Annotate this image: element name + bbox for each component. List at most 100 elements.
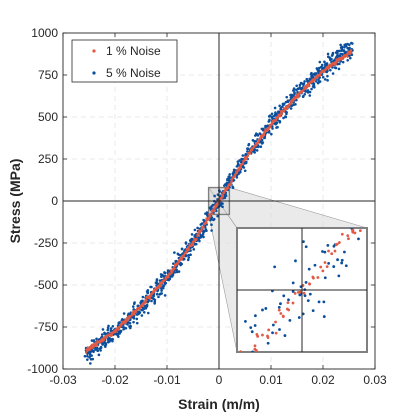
- inset-data-point: [291, 281, 295, 285]
- data-point: [315, 67, 319, 70]
- data-point: [320, 63, 324, 67]
- data-point: [326, 79, 329, 82]
- data-point: [110, 337, 114, 341]
- data-point: [104, 345, 107, 348]
- inset-data-point: [279, 302, 282, 306]
- data-point: [95, 346, 99, 350]
- y-tick-label: -500: [34, 278, 58, 292]
- data-point: [292, 100, 295, 103]
- data-point: [326, 69, 329, 73]
- data-point: [158, 279, 162, 282]
- data-point: [224, 193, 227, 196]
- inset-data-point: [266, 336, 270, 339]
- data-point: [326, 52, 330, 56]
- series-1pct-noise: [84, 49, 353, 354]
- inset-data-point: [346, 234, 350, 238]
- inset-data-point: [351, 228, 355, 232]
- data-point: [92, 339, 96, 342]
- data-point: [161, 286, 165, 290]
- inset-data-point: [340, 261, 344, 265]
- data-point: [196, 226, 199, 230]
- data-point: [88, 348, 92, 351]
- data-point: [202, 226, 205, 229]
- data-point: [326, 74, 329, 78]
- data-point: [312, 82, 316, 86]
- data-point: [228, 183, 231, 186]
- data-point: [246, 147, 249, 151]
- data-point: [339, 43, 342, 47]
- inset-data-point: [244, 319, 247, 323]
- data-point: [246, 154, 250, 157]
- x-tick-label: -0.02: [101, 373, 129, 387]
- inset-data-point: [317, 300, 321, 304]
- data-point: [157, 295, 160, 299]
- data-point: [228, 173, 232, 176]
- data-point: [155, 292, 159, 296]
- data-point: [180, 262, 183, 266]
- data-point: [321, 75, 325, 79]
- data-point: [141, 295, 145, 299]
- data-point: [146, 291, 150, 295]
- data-point: [340, 45, 344, 49]
- data-point: [278, 115, 282, 118]
- data-point: [278, 119, 281, 123]
- data-point: [284, 105, 288, 108]
- inset-data-point: [282, 294, 286, 298]
- data-point: [163, 271, 167, 275]
- data-point: [141, 308, 144, 312]
- data-point: [272, 114, 276, 118]
- data-point: [221, 205, 224, 209]
- inset-data-point: [250, 330, 254, 334]
- data-point: [270, 112, 274, 116]
- data-point: [346, 59, 350, 62]
- data-point: [138, 310, 141, 314]
- data-point: [140, 314, 144, 317]
- data-point: [253, 145, 256, 148]
- data-point: [284, 100, 288, 104]
- inset-data-point: [308, 292, 312, 296]
- data-point: [323, 78, 327, 81]
- inset-data-point: [306, 299, 310, 303]
- data-point: [136, 304, 140, 308]
- data-point: [118, 326, 121, 329]
- data-point: [342, 49, 346, 52]
- inset-data-point: [316, 276, 320, 279]
- data-point: [132, 320, 135, 324]
- data-point: [111, 334, 114, 337]
- data-point: [109, 327, 113, 330]
- x-tick-label: 0.02: [311, 373, 335, 387]
- data-point: [103, 331, 106, 335]
- inset-data-point: [319, 265, 323, 269]
- data-point: [210, 223, 213, 227]
- data-point: [100, 333, 104, 336]
- data-point: [160, 275, 163, 279]
- data-point: [182, 257, 186, 261]
- data-point: [95, 337, 98, 341]
- data-points: [83, 41, 354, 365]
- data-point: [330, 64, 333, 68]
- inset-data-point: [293, 291, 297, 295]
- inset-data-point: [274, 320, 277, 324]
- inset-data-point: [340, 258, 344, 262]
- inset-data-point: [286, 301, 290, 305]
- data-point: [135, 309, 138, 313]
- data-point: [337, 49, 341, 53]
- data-point: [308, 84, 311, 88]
- inset-data-point: [274, 331, 278, 335]
- data-point: [201, 232, 205, 236]
- data-point: [301, 95, 305, 99]
- inset-data-point: [266, 341, 270, 345]
- data-point: [159, 283, 162, 287]
- data-point: [86, 358, 89, 361]
- inset-data-point: [291, 301, 295, 305]
- data-point: [294, 103, 297, 106]
- y-tick-label: 750: [38, 68, 58, 82]
- data-point: [305, 77, 309, 81]
- data-point: [314, 72, 318, 75]
- data-point: [146, 311, 150, 315]
- data-point: [200, 222, 204, 225]
- inset-data-point: [271, 323, 275, 327]
- data-point: [118, 321, 121, 324]
- data-point: [293, 91, 296, 94]
- data-point: [177, 270, 181, 273]
